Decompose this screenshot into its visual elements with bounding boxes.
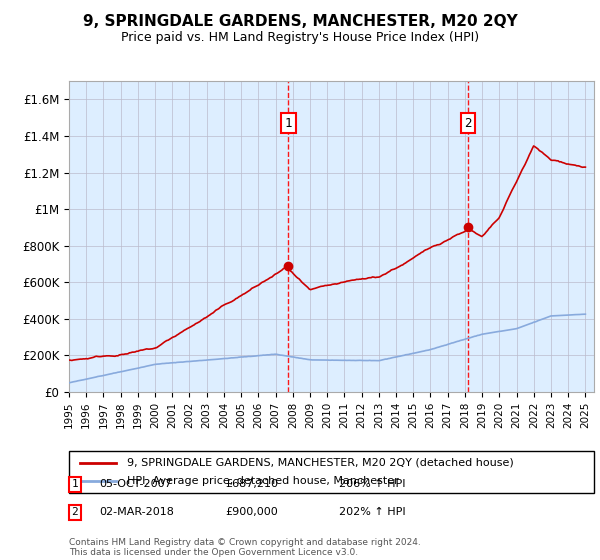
Text: £687,210: £687,210 <box>225 479 278 489</box>
Text: 202% ↑ HPI: 202% ↑ HPI <box>339 507 406 517</box>
Text: Contains HM Land Registry data © Crown copyright and database right 2024.
This d: Contains HM Land Registry data © Crown c… <box>69 538 421 557</box>
Text: HPI: Average price, detached house, Manchester: HPI: Average price, detached house, Manc… <box>127 476 398 486</box>
Text: 05-OCT-2007: 05-OCT-2007 <box>99 479 172 489</box>
Text: 1: 1 <box>71 479 79 489</box>
Text: 9, SPRINGDALE GARDENS, MANCHESTER, M20 2QY (detached house): 9, SPRINGDALE GARDENS, MANCHESTER, M20 2… <box>127 458 514 468</box>
Text: £900,000: £900,000 <box>225 507 278 517</box>
Text: 9, SPRINGDALE GARDENS, MANCHESTER, M20 2QY: 9, SPRINGDALE GARDENS, MANCHESTER, M20 2… <box>83 14 517 29</box>
Text: Price paid vs. HM Land Registry's House Price Index (HPI): Price paid vs. HM Land Registry's House … <box>121 31 479 44</box>
Text: 206% ↑ HPI: 206% ↑ HPI <box>339 479 406 489</box>
Text: 2: 2 <box>464 116 472 130</box>
Text: 1: 1 <box>285 116 292 130</box>
Text: 2: 2 <box>71 507 79 517</box>
Text: 02-MAR-2018: 02-MAR-2018 <box>99 507 174 517</box>
